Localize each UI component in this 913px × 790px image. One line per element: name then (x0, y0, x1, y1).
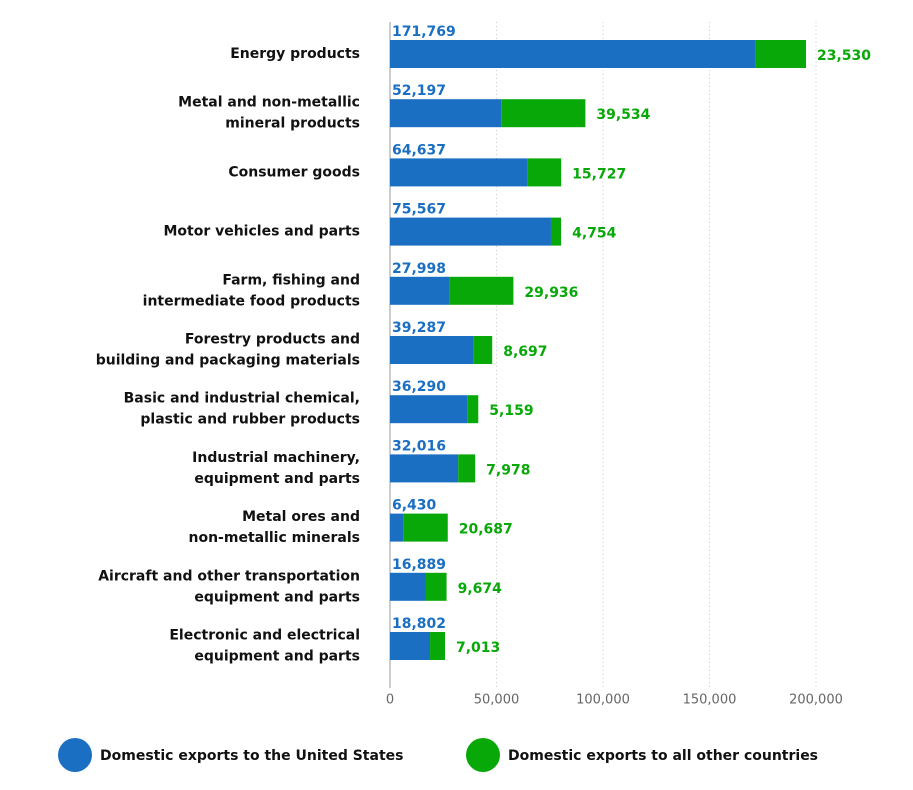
bar-segment (390, 40, 756, 68)
legend-swatch (58, 738, 92, 772)
value-label: 64,637 (392, 142, 446, 158)
category-label: Motor vehicles and parts (163, 224, 360, 240)
bar-segment (390, 395, 468, 424)
category-line: Consumer goods (228, 164, 360, 180)
category-line: Industrial machinery, (192, 450, 360, 466)
value-label: 18,802 (392, 616, 446, 632)
category-line: mineral products (225, 116, 360, 132)
category-line: Farm, fishing and (222, 272, 360, 288)
bar-segment (390, 99, 502, 128)
value-label: 23,530 (817, 48, 871, 64)
category-line: equipment and parts (194, 589, 360, 605)
bar-segment (449, 276, 514, 305)
value-label: 29,936 (524, 285, 578, 301)
x-tick-label: 0 (386, 693, 394, 708)
value-label: 16,889 (392, 557, 446, 573)
category-line: building and packaging materials (96, 353, 360, 369)
category-line: plastic and rubber products (140, 412, 360, 428)
value-label: 36,290 (392, 379, 446, 395)
category-line: Motor vehicles and parts (163, 224, 360, 240)
x-tick-label: 100,000 (576, 693, 630, 708)
value-label: 15,727 (572, 166, 626, 182)
value-label: 171,769 (392, 24, 456, 40)
value-label: 39,534 (596, 107, 650, 123)
category-label: Metal ores and non-metallic minerals (189, 509, 361, 546)
category-label: Basic and industrial chemical, plastic an… (124, 391, 360, 428)
bar-segment (550, 217, 562, 246)
value-label: 7,978 (486, 462, 530, 478)
x-tick-label: 150,000 (683, 693, 737, 708)
value-label: 6,430 (392, 498, 437, 514)
bar-segment (501, 99, 586, 128)
category-line: Electronic and electrical (169, 628, 360, 644)
bar-segment (390, 572, 426, 601)
legend-label: Domestic exports to all other countries (508, 748, 818, 764)
bar-segment (390, 454, 459, 483)
bar-segment (755, 40, 806, 68)
value-label: 20,687 (459, 522, 513, 538)
value-label: 32,016 (392, 438, 446, 454)
value-label: 27,998 (392, 261, 446, 277)
category-label: Industrial machinery, equipment and parts (192, 450, 360, 487)
category-label: Farm, fishing and intermediate food produ… (143, 272, 360, 309)
bar-segment (425, 572, 447, 601)
bar-segment (473, 336, 493, 364)
value-label: 52,197 (392, 83, 446, 99)
value-label: 8,697 (503, 344, 547, 360)
category-label: Electronic and electrical equipment and p… (169, 628, 360, 665)
bar-segment (390, 276, 450, 305)
bar-segment (467, 395, 479, 424)
category-line: Forestry products and (185, 332, 360, 348)
category-line: intermediate food products (143, 293, 360, 309)
bar-segment (390, 217, 551, 246)
value-label: 4,754 (572, 226, 617, 242)
value-label: 5,159 (489, 403, 533, 419)
category-line: Metal ores and (242, 509, 360, 525)
category-line: non-metallic minerals (189, 530, 361, 546)
bar-segment (403, 513, 448, 542)
category-label: Forestry products and building and packag… (96, 332, 360, 369)
legend-label: Domestic exports to the United States (100, 748, 403, 764)
value-label: 75,567 (392, 202, 446, 218)
category-label: Metal and non-metallic mineral products (178, 95, 360, 132)
category-line: equipment and parts (194, 649, 360, 665)
value-label: 39,287 (392, 320, 446, 336)
bar-segment (430, 632, 445, 660)
category-line: Energy products (230, 46, 360, 62)
category-line: Metal and non-metallic (178, 95, 360, 111)
bar-segment (390, 513, 404, 542)
value-label: 9,674 (458, 581, 503, 597)
bar-segment (390, 158, 528, 187)
category-label: Energy products (230, 46, 360, 62)
x-tick-label: 200,000 (789, 693, 843, 708)
bar-segment (458, 454, 476, 483)
category-line: Basic and industrial chemical, (124, 391, 360, 407)
bar-segment (390, 632, 431, 660)
category-line: Aircraft and other transportation (98, 568, 360, 584)
value-label: 7,013 (456, 640, 500, 656)
category-label: Aircraft and other transportation equipme… (98, 568, 360, 605)
category-label: Consumer goods (228, 164, 360, 180)
legend-swatch (466, 738, 500, 772)
bar-segment (390, 336, 474, 364)
category-line: equipment and parts (194, 471, 360, 487)
bar-segment (527, 158, 562, 187)
x-tick-label: 50,000 (474, 693, 520, 708)
